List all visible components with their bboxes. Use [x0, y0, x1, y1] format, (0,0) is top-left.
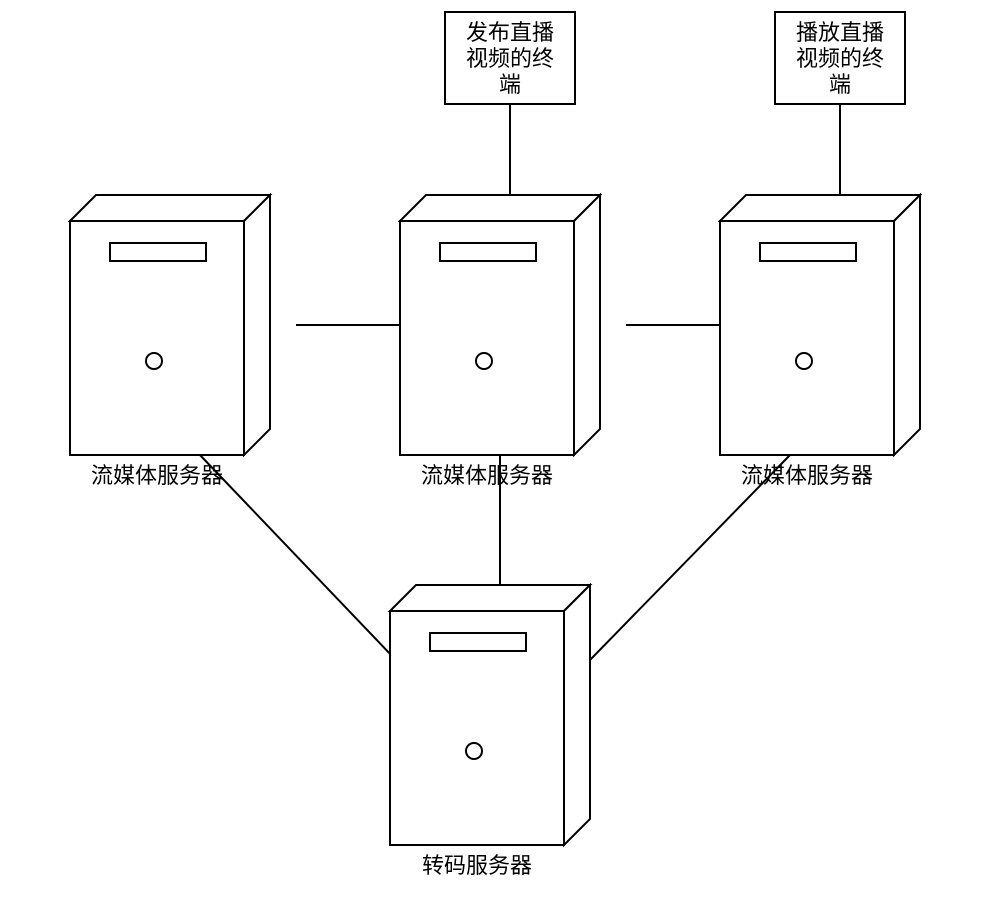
publish-terminal: 发布直播视频的终端	[445, 12, 575, 104]
server-side-face	[564, 585, 590, 845]
power-button-icon	[476, 353, 492, 369]
server-label: 转码服务器	[422, 853, 532, 878]
server-top-face	[720, 195, 920, 221]
edge	[200, 455, 415, 680]
terminal-label-line: 视频的终	[466, 46, 554, 71]
network-diagram: 发布直播视频的终端播放直播视频的终端流媒体服务器流媒体服务器流媒体服务器转码服务…	[0, 0, 1000, 920]
power-button-icon	[146, 353, 162, 369]
drive-slot-icon	[440, 243, 536, 261]
server-side-face	[894, 195, 920, 455]
server-center: 流媒体服务器	[400, 195, 600, 488]
server-bottom: 转码服务器	[390, 585, 590, 878]
server-label: 流媒体服务器	[741, 463, 873, 488]
server-right: 流媒体服务器	[720, 195, 920, 488]
drive-slot-icon	[760, 243, 856, 261]
server-side-face	[244, 195, 270, 455]
terminal-label-line: 播放直播	[796, 20, 884, 45]
power-button-icon	[466, 743, 482, 759]
server-label: 流媒体服务器	[421, 463, 553, 488]
terminal-label-line: 发布直播	[466, 20, 554, 45]
server-left: 流媒体服务器	[70, 195, 270, 488]
terminal-label-line: 端	[499, 72, 521, 97]
play-terminal: 播放直播视频的终端	[775, 12, 905, 104]
server-side-face	[574, 195, 600, 455]
drive-slot-icon	[430, 633, 526, 651]
server-top-face	[390, 585, 590, 611]
server-top-face	[70, 195, 270, 221]
terminal-label-line: 端	[829, 72, 851, 97]
server-label: 流媒体服务器	[91, 463, 223, 488]
drive-slot-icon	[110, 243, 206, 261]
server-top-face	[400, 195, 600, 221]
power-button-icon	[796, 353, 812, 369]
terminal-label-line: 视频的终	[796, 46, 884, 71]
